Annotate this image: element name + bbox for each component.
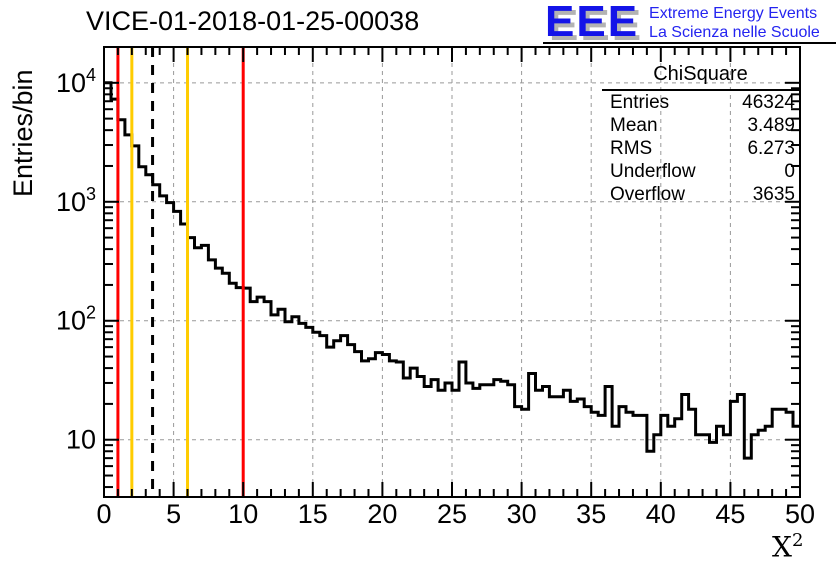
stats-row-value: 6.273 — [747, 138, 795, 159]
y-tick-label: 103 — [56, 184, 96, 217]
stats-row: Underflow 0 — [602, 160, 799, 183]
stats-row-value: 0 — [784, 161, 795, 182]
plot-title: VICE-01-2018-01-25-00038 — [86, 6, 420, 36]
stats-row-label: Entries — [610, 92, 670, 113]
stats-row: Mean 3.489 — [602, 114, 799, 137]
stats-title: ChiSquare — [602, 63, 799, 91]
y-tick-label: 104 — [56, 65, 96, 98]
eee-logo: EEE Extreme Energy Events La Scienza nel… — [545, 0, 820, 46]
stats-row-value: 46324 — [742, 92, 795, 113]
x-axis-title-exponent: 2 — [791, 530, 804, 551]
x-axis-title-base: X — [772, 530, 792, 564]
x-tick-label: 25 — [437, 499, 467, 529]
stats-row: Overflow 3635 — [602, 183, 799, 206]
histogram-trace — [104, 81, 800, 460]
x-tick-label: 30 — [507, 499, 537, 529]
x-tick-label: 45 — [715, 499, 745, 529]
x-tick-label: 5 — [166, 499, 181, 529]
logo-underline — [543, 42, 836, 44]
stats-rows: Entries 46324 Mean 3.489 RMS 6.273 Underflow 0 O… — [602, 91, 799, 206]
x-tick-label: 35 — [576, 499, 606, 529]
y-axis-title: Entries/bin — [8, 69, 38, 197]
eee-logo-tagline-1: Extreme Energy Events — [649, 5, 818, 22]
stats-row-label: Overflow — [610, 184, 685, 205]
stats-row-value: 3.489 — [747, 115, 795, 136]
x-axis-title: X2 — [772, 530, 803, 563]
stats-row-label: RMS — [610, 138, 653, 159]
x-tick-label: 40 — [646, 499, 676, 529]
stats-row-label: Mean — [610, 115, 658, 136]
eee-logo-text: EEE — [545, 0, 640, 46]
stats-box: ChiSquare Entries 46324 Mean 3.489 RMS 6.273 U… — [602, 63, 799, 206]
eee-logo-tagline-2: La Scienza nelle Scuole — [649, 24, 820, 41]
x-tick-label: 20 — [367, 499, 397, 529]
x-tick-label: 0 — [96, 499, 111, 529]
eee-logo-taglines: Extreme Energy Events La Scienza nelle S… — [649, 2, 820, 42]
x-tick-label: 10 — [228, 499, 258, 529]
stats-row-value: 3635 — [752, 184, 795, 205]
y-tick-label: 102 — [56, 303, 96, 336]
y-tick-label: 10 — [66, 425, 96, 455]
stats-row: Entries 46324 — [602, 91, 799, 114]
stats-row: RMS 6.273 — [602, 137, 799, 160]
x-tick-label: 50 — [785, 499, 815, 529]
stats-row-label: Underflow — [610, 161, 696, 182]
x-tick-label: 15 — [298, 499, 328, 529]
